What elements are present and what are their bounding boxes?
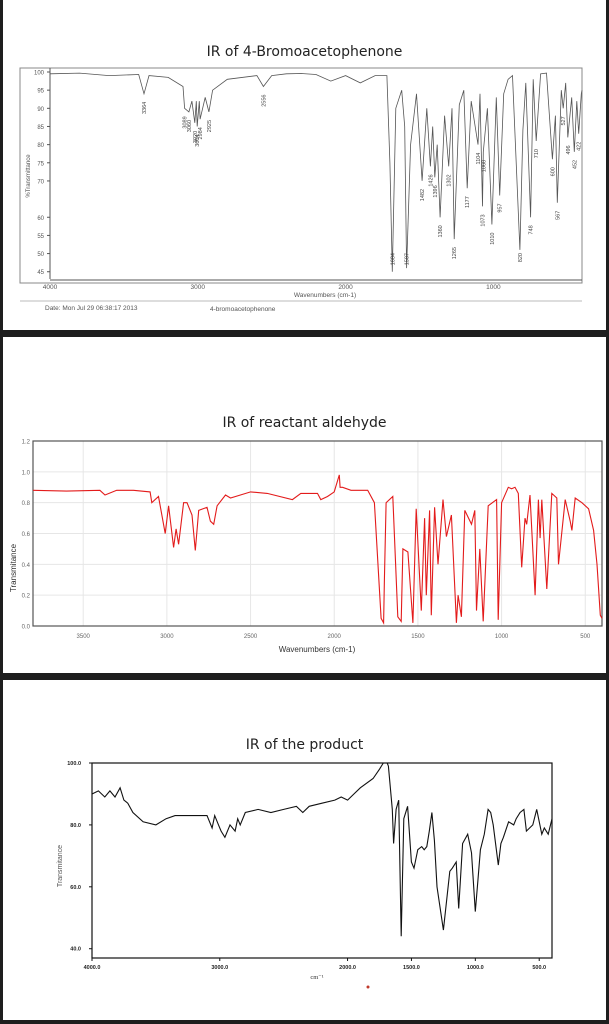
peak-label: 452 <box>572 160 578 169</box>
x-tick-label: 3500 <box>77 634 91 640</box>
x-tick-label: 4000 <box>43 284 58 291</box>
footer-date: Date: Mon Jul 29 06:38:17 2013 <box>45 305 138 312</box>
x-tick-label: 1000 <box>495 634 509 640</box>
x-tick-label: 3000 <box>191 284 206 291</box>
peak-label: 1073 <box>481 214 487 226</box>
y-tick-label: 55 <box>37 234 44 240</box>
y-tick-label: 80 <box>37 143 44 149</box>
ir-spectrum-chart-2: 3500 3000 2500 2000 1500 1000 500 0.0 0.2 0.4 0.6 0… <box>9 440 603 654</box>
y-tick-label: 0.8 <box>22 501 31 507</box>
x-tick-label: 500.0 <box>532 965 546 971</box>
footer-sample: 4-bromoacetophenone <box>210 306 276 313</box>
peak-label: 496 <box>566 145 572 154</box>
y-tick-label: 0.4 <box>22 563 31 569</box>
peak-label: 1068 <box>481 160 487 172</box>
chart-frame <box>32 440 603 627</box>
peak-label: 1177 <box>465 196 471 208</box>
spectrum-line <box>32 474 603 625</box>
x-tick-label: 2500 <box>244 634 258 640</box>
panel-product: IR of the product 4000.0 3000.0 2000.0 1500… <box>3 680 606 1020</box>
peak-label: 600 <box>550 167 556 176</box>
chart-title: IR of 4-Bromoacetophenone <box>206 44 403 60</box>
peak-label: 3364 <box>142 102 148 114</box>
x-tick-label: 3000.0 <box>211 965 228 971</box>
marker-dot <box>366 985 370 989</box>
panel-reactant-aldehyde: IR of reactant aldehyde 3500 3000 2500 2000… <box>3 337 606 673</box>
x-tick-label: 1000.0 <box>467 965 484 971</box>
x-tick-label: 2000.0 <box>339 965 356 971</box>
peak-label: 748 <box>529 225 535 234</box>
peak-label: 1302 <box>447 174 453 186</box>
y-tick-label: 60 <box>37 216 44 222</box>
x-tick-label: 1500 <box>411 634 425 640</box>
peak-label: 2556 <box>261 95 267 107</box>
y-tick-label: 70 <box>37 179 44 185</box>
y-tick-label: 95 <box>37 89 44 95</box>
y-axis-label: Transmitance <box>9 543 18 592</box>
peak-label: 957 <box>498 203 504 212</box>
y-tick-label: 90 <box>37 107 44 113</box>
y-tick-label: 60.0 <box>70 885 81 891</box>
peak-label: 1010 <box>490 233 496 245</box>
chart-frame <box>91 762 553 959</box>
x-axis-label: cm⁻¹ <box>310 974 323 981</box>
chart-title: IR of reactant aldehyde <box>222 415 387 431</box>
peak-label: 1482 <box>420 189 426 201</box>
x-tick-label: 2000 <box>338 284 353 291</box>
y-axis-label: Transmitance <box>57 845 64 887</box>
y-tick-label: 40.0 <box>70 947 81 953</box>
peak-label: 3060 <box>187 120 193 132</box>
x-tick-label: 1000 <box>486 284 501 291</box>
x-axis-label: Wavenumbers (cm-1) <box>279 645 356 654</box>
peak-label: 1360 <box>438 225 444 237</box>
peak-label: 1104 <box>476 153 482 165</box>
peak-label: 1396 <box>433 185 439 197</box>
chart-title: IR of the product <box>245 737 364 753</box>
y-tick-label: 50 <box>37 252 44 258</box>
peak-label: 710 <box>534 149 540 158</box>
peak-label: 1426 <box>428 174 434 186</box>
chart-frame <box>19 67 583 284</box>
spectrum-line <box>49 72 583 272</box>
peak-label: 3089 <box>183 116 189 128</box>
y-tick-label: 100 <box>34 71 45 77</box>
y-tick-label: 80.0 <box>70 823 81 829</box>
y-tick-label: 1.0 <box>22 470 31 476</box>
y-tick-label: 0.2 <box>22 594 31 600</box>
ir-spectrum-chart-3: 4000.0 3000.0 2000.0 1500.0 1000.0 500.0 40.0 6… <box>57 761 553 989</box>
peak-label: 527 <box>561 116 567 125</box>
x-tick-label: 1500.0 <box>403 965 420 971</box>
peak-label: 1684 <box>390 253 396 265</box>
y-tick-label: 0.6 <box>22 532 31 538</box>
y-tick-label: 45 <box>37 270 44 276</box>
panel-4-bromoacetophenone: IR of 4-Bromoacetophenone 100 95 90 85 80 75 7… <box>3 0 606 330</box>
y-tick-label: 100.0 <box>67 761 81 767</box>
peak-label: 1265 <box>452 247 458 259</box>
y-tick-label: 0.0 <box>22 625 31 631</box>
x-tick-label: 4000.0 <box>84 965 101 971</box>
y-tick-label: 85 <box>37 125 44 131</box>
y-tick-label: 75 <box>37 161 44 167</box>
x-axis-label: Wavenumbers (cm-1) <box>294 292 356 299</box>
y-axis-label: %Transmittance <box>26 154 32 198</box>
peak-label: 1587 <box>405 253 411 265</box>
x-tick-label: 2000 <box>328 634 342 640</box>
x-tick-label: 500 <box>580 634 591 640</box>
x-tick-label: 3000 <box>160 634 174 640</box>
peak-label: 2984 <box>198 127 204 139</box>
peak-label: 2925 <box>207 120 213 132</box>
peak-label: 3004 <box>195 134 201 146</box>
peak-label: 422 <box>577 142 583 151</box>
peak-label: 567 <box>555 211 561 220</box>
y-tick-label: 1.2 <box>22 440 31 446</box>
peak-label: 820 <box>518 253 524 262</box>
peak-label: 3020 <box>193 131 199 143</box>
spectrum-line <box>91 762 553 937</box>
ir-spectrum-chart-1: 100 95 90 85 80 75 70 60 55 50 45 4000 3000 2000 1000 W… <box>19 67 583 313</box>
